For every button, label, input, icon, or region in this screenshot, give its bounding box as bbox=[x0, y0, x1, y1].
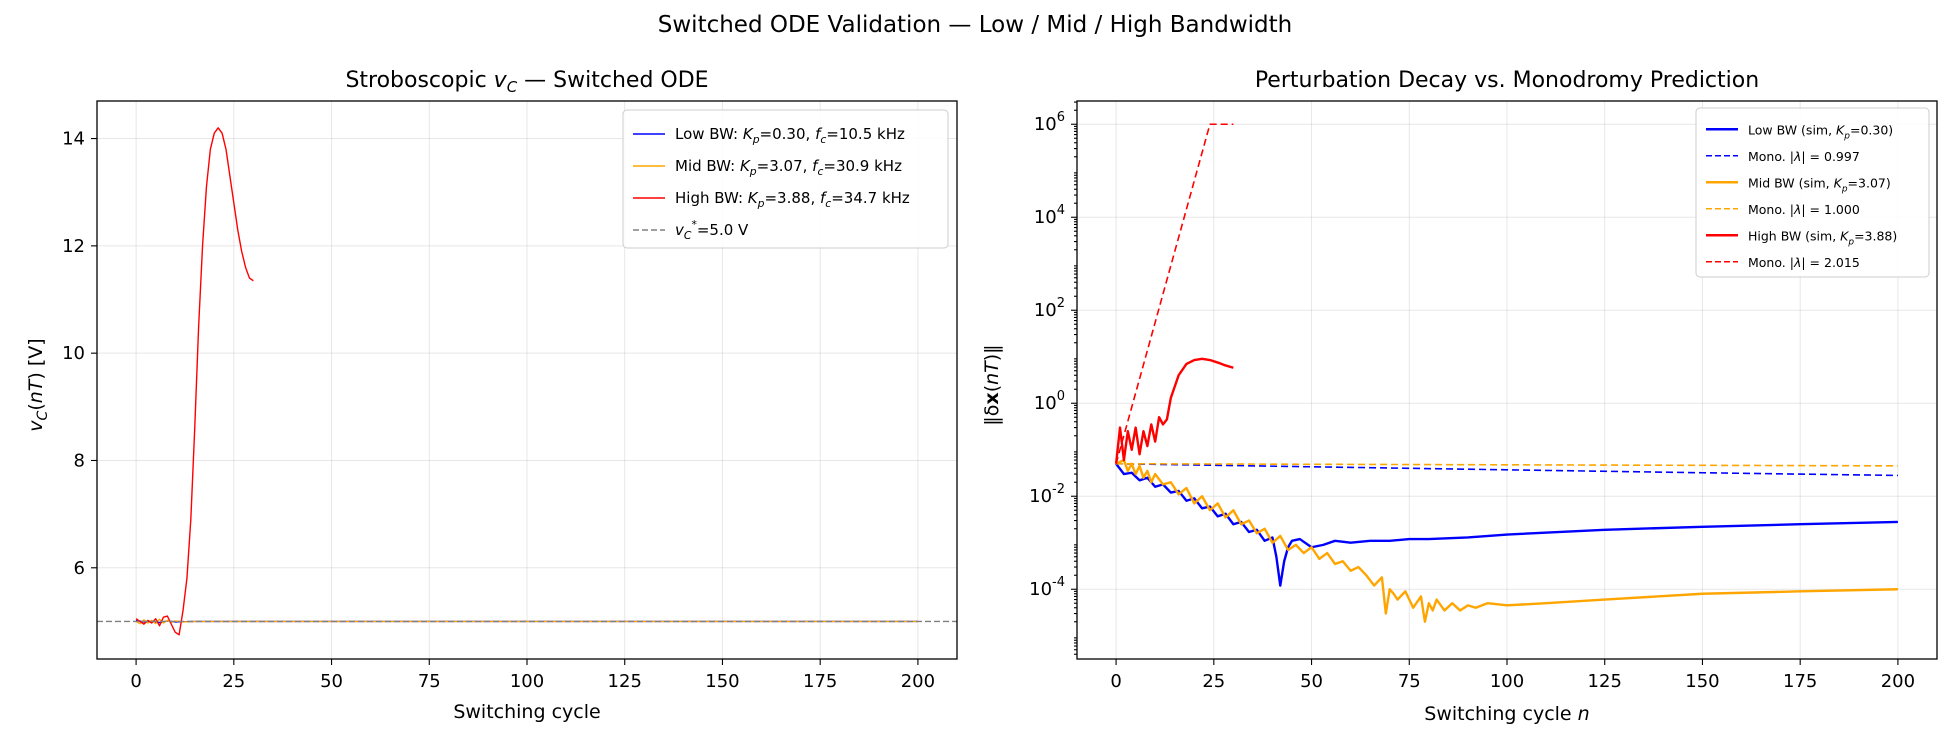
x-tick-label: 75 bbox=[1398, 671, 1421, 692]
x-tick-label: 175 bbox=[1783, 671, 1817, 692]
legend-box bbox=[622, 109, 949, 249]
x-tick-label: 150 bbox=[705, 671, 739, 692]
series-line-high bbox=[135, 127, 254, 636]
left-chart-legend: Low BW: Kp=0.30, fc=10.5 kHz Mid BW: Kp=3… bbox=[622, 109, 949, 249]
left-chart-lines bbox=[97, 127, 957, 636]
legend-entry-high: High BW: Kp=3.88, fc=34.7 kHz bbox=[675, 189, 910, 210]
left-chart-xlabel: Switching cycle bbox=[453, 701, 600, 723]
right-chart-panel: Perturbation Decay vs. Monodromy Predict… bbox=[981, 68, 1938, 725]
y-tick-label: 6 bbox=[74, 558, 85, 579]
x-tick-label: 175 bbox=[803, 671, 837, 692]
left-chart-panel: Stroboscopic vC — Switched ODE 0 25 50 75 10… bbox=[25, 68, 958, 723]
x-tick-label: 0 bbox=[130, 671, 141, 692]
x-tick-label: 50 bbox=[320, 671, 343, 692]
figure-suptitle: Switched ODE Validation — Low / Mid / Hi… bbox=[658, 12, 1292, 38]
left-chart-ylabel: vC(nT) [V] bbox=[25, 338, 51, 431]
series-line-low_sim bbox=[1115, 463, 1898, 587]
y-tick-label: 106 bbox=[1034, 110, 1065, 135]
series-line-high_mono bbox=[1115, 123, 1234, 464]
x-tick-label: 150 bbox=[1685, 671, 1719, 692]
y-tick-label: 10-4 bbox=[1029, 575, 1065, 600]
legend-entry-low_sim: Low BW (sim, Kp=0.30) bbox=[1748, 122, 1893, 141]
x-tick-label: 125 bbox=[1588, 671, 1622, 692]
y-tick-label: 100 bbox=[1034, 389, 1065, 414]
x-tick-label: 200 bbox=[1881, 671, 1915, 692]
y-tick-label: 10 bbox=[62, 343, 85, 364]
x-tick-label: 100 bbox=[510, 671, 544, 692]
y-tick-label: 12 bbox=[62, 236, 85, 257]
right-chart-xlabel: Switching cycle n bbox=[1424, 703, 1589, 725]
x-tick-label: 100 bbox=[1490, 671, 1524, 692]
legend-entry-high_mono: Mono. |λ| = 2.015 bbox=[1748, 255, 1860, 270]
legend-entry-high_sim: High BW (sim, Kp=3.88) bbox=[1748, 228, 1897, 247]
series-line-mid_mono bbox=[1116, 462, 1898, 467]
x-tick-label: 75 bbox=[418, 671, 441, 692]
series-line-mid_sim bbox=[1115, 458, 1898, 623]
legend-entry-mid: Mid BW: Kp=3.07, fc=30.9 kHz bbox=[675, 157, 902, 178]
series-line-low_mono bbox=[1116, 462, 1898, 477]
legend-entry-ref: vC*=5.0 V bbox=[675, 218, 749, 242]
y-tick-label: 8 bbox=[74, 450, 85, 471]
left-chart-title: Stroboscopic vC — Switched ODE bbox=[345, 68, 708, 96]
y-tick-label: 104 bbox=[1034, 203, 1065, 228]
series-line-high_sim bbox=[1114, 357, 1234, 464]
left-chart-ticks: 0 25 50 75 100 125 150 175 200 6 8 10 12 14 bbox=[62, 129, 935, 692]
x-tick-label: 25 bbox=[222, 671, 245, 692]
x-tick-label: 200 bbox=[901, 671, 935, 692]
legend-entry-low_mono: Mono. |λ| = 0.997 bbox=[1748, 149, 1860, 164]
x-tick-label: 0 bbox=[1110, 671, 1121, 692]
legend-entry-mid_sim: Mid BW (sim, Kp=3.07) bbox=[1748, 175, 1891, 194]
y-tick-label: 14 bbox=[62, 129, 85, 150]
x-tick-label: 125 bbox=[608, 671, 642, 692]
legend-box bbox=[1695, 107, 1930, 278]
right-chart-ylabel: ‖δx(nT)‖ bbox=[981, 344, 1003, 425]
x-tick-label: 25 bbox=[1202, 671, 1225, 692]
right-chart-legend: Low BW (sim, Kp=0.30) Mono. |λ| = 0.997 Mi… bbox=[1695, 107, 1930, 278]
right-chart-lines bbox=[1114, 123, 1898, 623]
y-tick-label: 102 bbox=[1034, 296, 1065, 321]
right-chart-title: Perturbation Decay vs. Monodromy Predict… bbox=[1255, 68, 1759, 93]
legend-entry-low: Low BW: Kp=0.30, fc=10.5 kHz bbox=[675, 125, 905, 146]
x-tick-label: 50 bbox=[1300, 671, 1323, 692]
right-chart-ticks: 0 25 50 75 100 125 150 175 200 10-4 10-2 100 102 104 1… bbox=[1029, 101, 1915, 692]
y-tick-label: 10-2 bbox=[1029, 482, 1065, 507]
legend-entry-mid_mono: Mono. |λ| = 1.000 bbox=[1748, 202, 1860, 217]
